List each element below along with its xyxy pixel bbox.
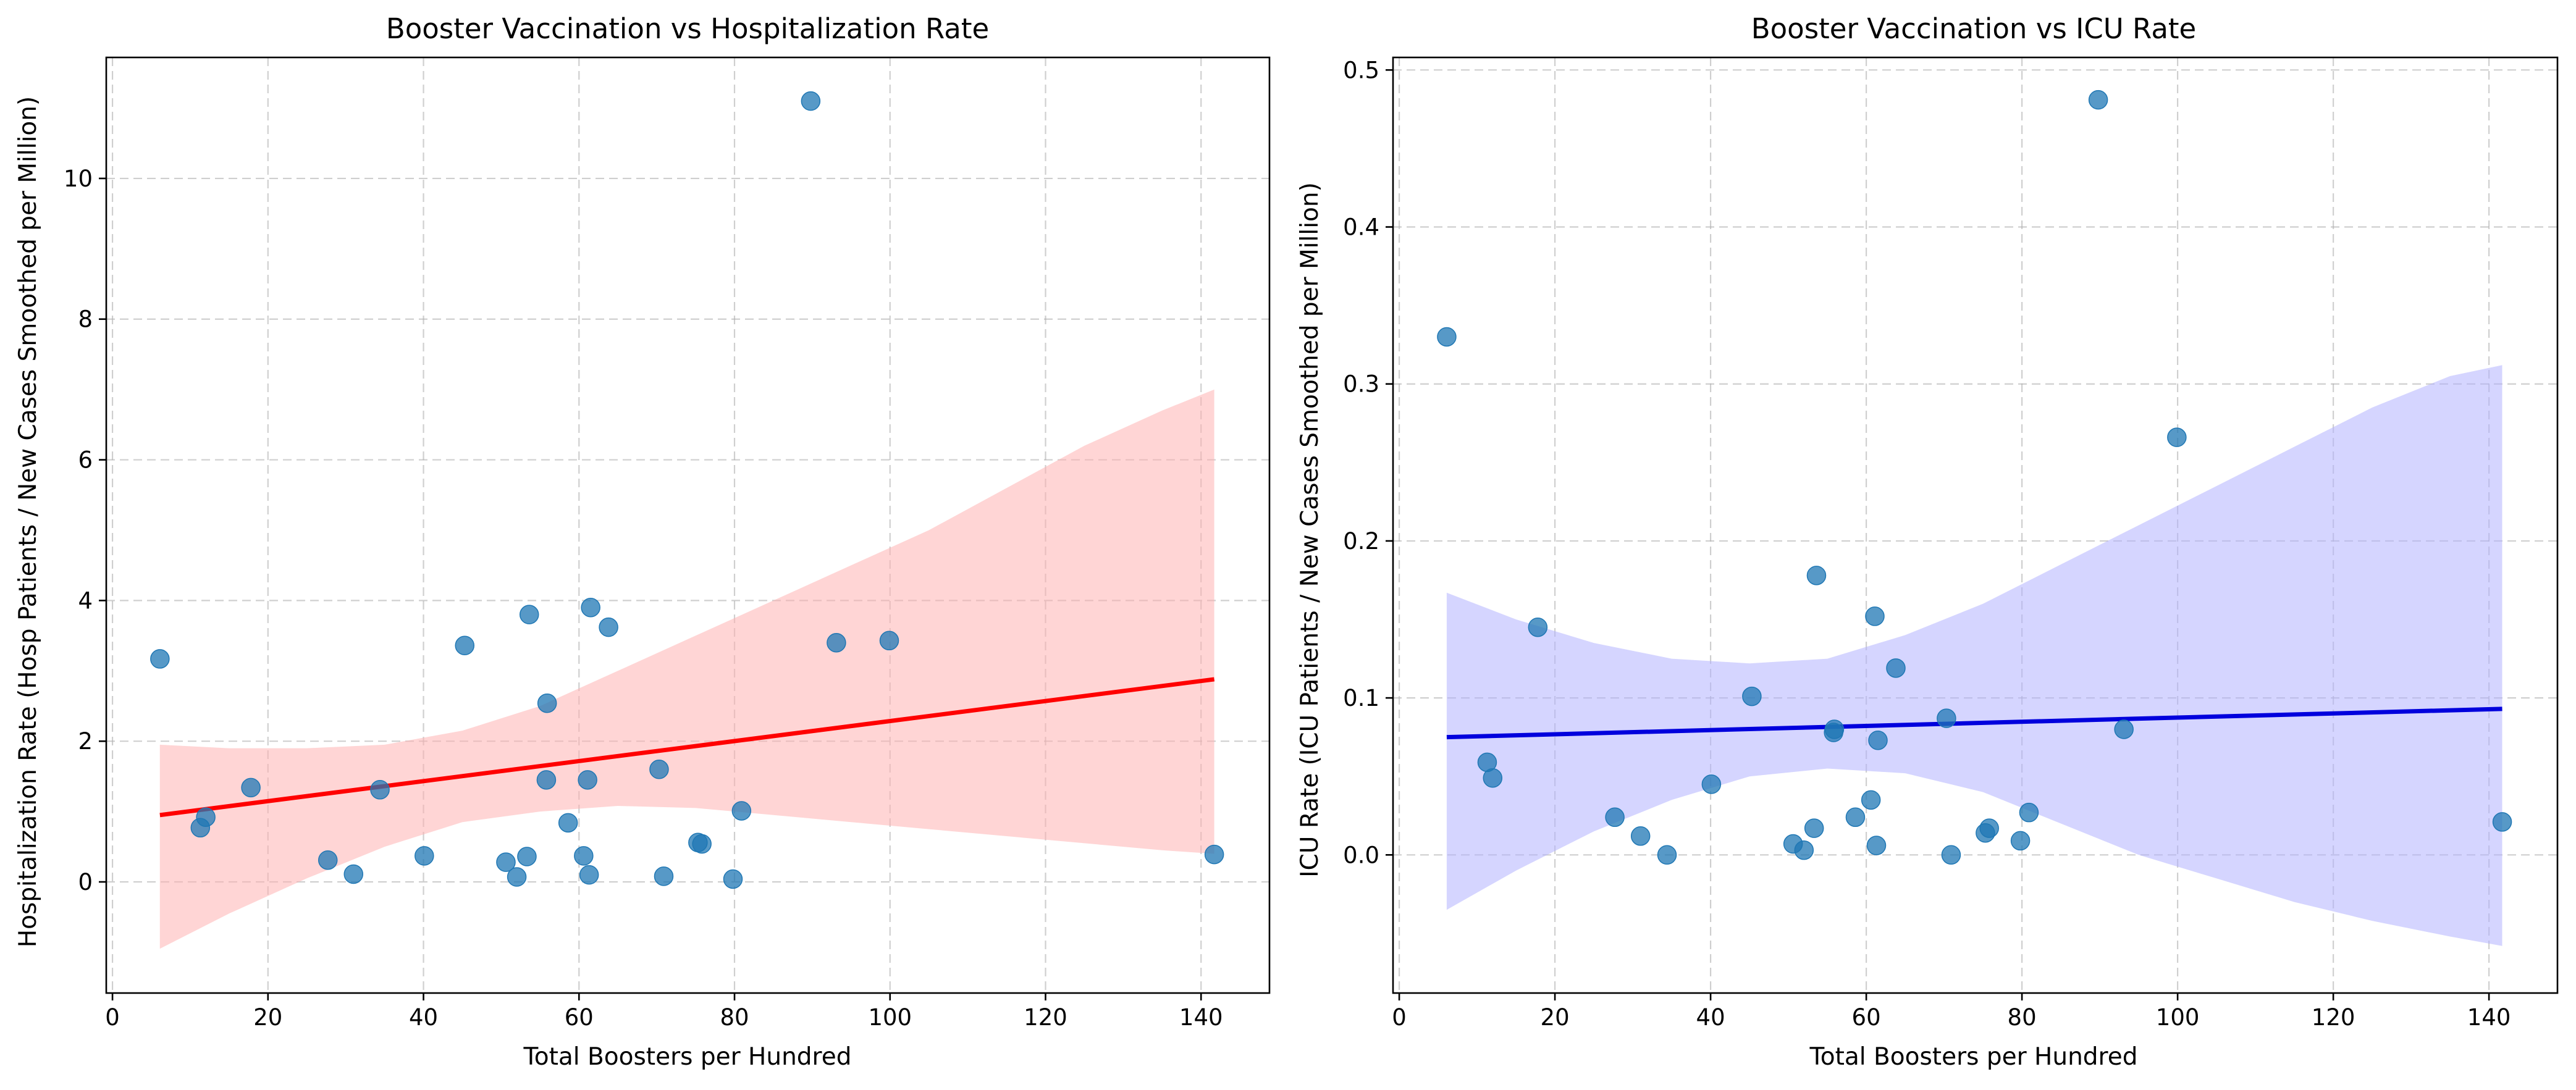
y-tick-label: 6: [78, 447, 93, 474]
x-tick-label: 100: [2156, 1004, 2200, 1031]
data-point: [1483, 768, 1503, 788]
x-tick-label: 60: [1852, 1004, 1881, 1031]
x-axis-label: Total Boosters per Hundred: [523, 1043, 852, 1071]
data-point: [1528, 617, 1548, 637]
y-tick-label: 8: [78, 306, 93, 333]
y-tick-label: 0.4: [1343, 214, 1379, 241]
data-point: [1742, 686, 1762, 706]
plot-frame: [1392, 56, 2559, 994]
data-point: [1979, 818, 1999, 838]
data-point: [1861, 790, 1881, 810]
y-axis-label: Hospitalization Rate (Hosp Patients / Ne…: [14, 96, 42, 947]
data-point: [1605, 807, 1625, 828]
data-point: [370, 780, 390, 800]
data-point: [1437, 327, 1457, 347]
data-point: [692, 834, 712, 854]
x-tick-label: 140: [1179, 1004, 1223, 1031]
y-tick-label: 4: [78, 587, 93, 614]
data-point: [455, 635, 475, 656]
data-point: [150, 649, 170, 669]
confidence-band: [1446, 365, 2502, 946]
icu-chart: Booster Vaccination vs ICU Rate Total Bo…: [1296, 12, 2559, 1071]
data-point: [1824, 719, 1845, 739]
data-point: [196, 807, 216, 827]
data-point: [2010, 831, 2031, 851]
x-tick-label: 40: [1696, 1004, 1725, 1031]
data-point: [2167, 427, 2187, 447]
data-point: [1804, 818, 1824, 838]
x-tick-label: 100: [868, 1004, 912, 1031]
data-point: [1868, 730, 1888, 750]
x-tick-label: 120: [1024, 1004, 1067, 1031]
data-point: [2492, 812, 2512, 832]
y-tick-label: 10: [64, 166, 93, 192]
data-point: [723, 869, 743, 889]
data-point: [581, 598, 600, 618]
hospitalization-chart: Booster Vaccination vs Hospitalization R…: [14, 12, 1271, 1071]
x-tick-label: 20: [253, 1004, 282, 1031]
data-point: [1941, 845, 1961, 865]
x-tick-label: 140: [2467, 1004, 2511, 1031]
x-tick-label: 120: [2312, 1004, 2355, 1031]
data-point: [241, 778, 261, 798]
x-tick-label: 0: [1392, 1004, 1407, 1031]
data-point: [1204, 844, 1224, 865]
data-point: [574, 846, 594, 866]
data-point: [1794, 840, 1814, 860]
x-tick-label: 80: [2008, 1004, 2037, 1031]
data-point: [654, 866, 674, 886]
data-point: [578, 770, 597, 790]
data-point: [318, 850, 338, 870]
data-point: [801, 91, 821, 111]
data-point: [599, 617, 618, 637]
y-tick-label: 0.2: [1343, 528, 1379, 555]
data-point: [507, 867, 527, 887]
confidence-band: [159, 389, 1214, 949]
data-point: [415, 846, 434, 866]
data-point: [496, 852, 516, 872]
data-point: [519, 605, 539, 624]
x-tick-label: 40: [409, 1004, 438, 1031]
data-point: [579, 865, 599, 885]
y-tick-label: 0.3: [1343, 371, 1379, 398]
data-point: [536, 770, 557, 790]
y-tick-label: 2: [78, 728, 93, 755]
data-point: [2114, 719, 2134, 739]
data-point: [343, 864, 364, 884]
y-tick-label: 0.5: [1343, 57, 1379, 83]
data-point: [537, 693, 557, 713]
plot-frame: [105, 56, 1271, 994]
regression-line: [1446, 706, 2502, 740]
y-tick-label: 0.1: [1343, 685, 1379, 711]
data-point: [1865, 606, 1885, 626]
data-point: [2088, 90, 2108, 110]
y-axis-label: ICU Rate (ICU Patients / New Cases Smoot…: [1296, 182, 1324, 878]
data-point: [558, 813, 578, 833]
data-point: [1657, 845, 1677, 865]
data-point: [1806, 566, 1827, 585]
data-point: [1845, 807, 1866, 828]
x-tick-label: 0: [105, 1004, 120, 1031]
data-point: [827, 632, 846, 653]
data-point: [731, 801, 752, 821]
data-point: [649, 760, 669, 779]
chart-title: Booster Vaccination vs ICU Rate: [1751, 12, 2196, 45]
data-point: [1937, 708, 1956, 728]
chart-title: Booster Vaccination vs Hospitalization R…: [386, 12, 989, 45]
data-point: [1866, 836, 1887, 855]
data-point: [879, 631, 899, 651]
x-tick-label: 80: [720, 1004, 749, 1031]
x-tick-label: 20: [1541, 1004, 1570, 1031]
x-axis-label: Total Boosters per Hundred: [1809, 1043, 2138, 1071]
data-point: [2019, 802, 2039, 823]
regression-line: [159, 677, 1215, 818]
data-point: [1701, 774, 1722, 794]
data-point: [517, 847, 537, 866]
y-tick-label: 0.0: [1343, 842, 1379, 868]
data-point: [1630, 826, 1651, 846]
x-tick-label: 60: [565, 1004, 594, 1031]
y-tick-label: 0: [78, 869, 93, 895]
data-point: [1886, 658, 1906, 678]
